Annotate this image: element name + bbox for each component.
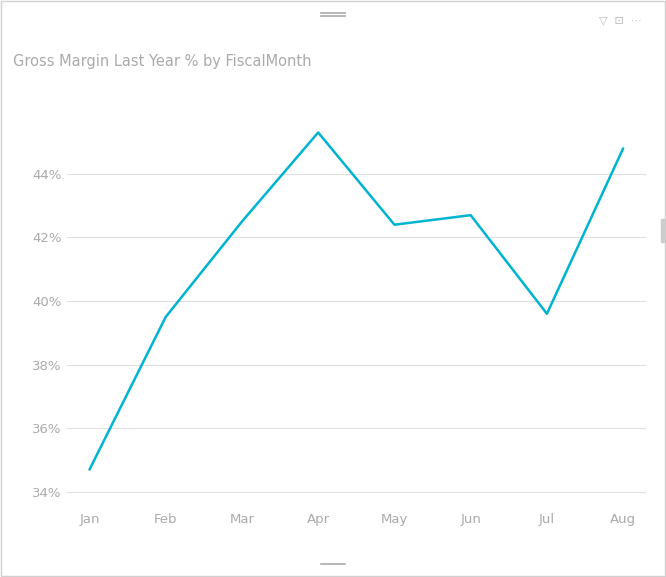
Text: Gross Margin Last Year % by FiscalMonth: Gross Margin Last Year % by FiscalMonth bbox=[13, 54, 312, 69]
Text: ▽  ⊡  ···: ▽ ⊡ ··· bbox=[599, 15, 642, 25]
